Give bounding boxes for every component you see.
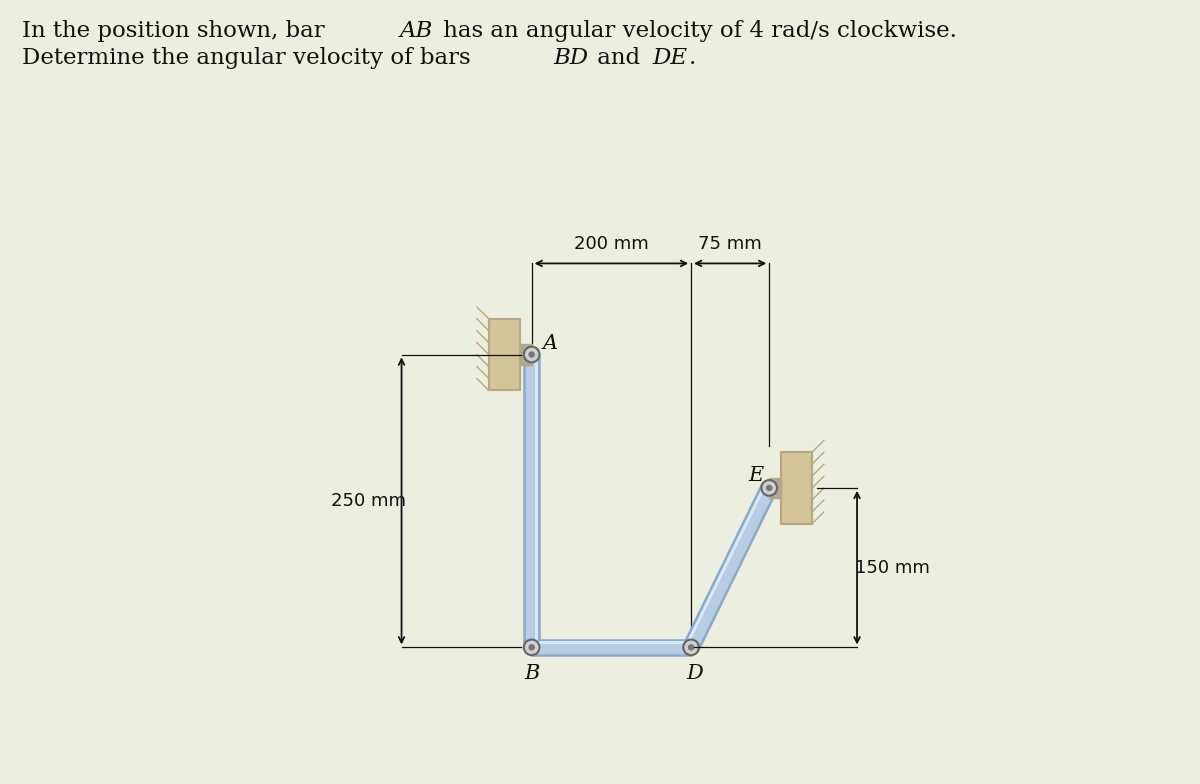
Text: B: B: [524, 663, 539, 683]
Circle shape: [528, 351, 535, 358]
Circle shape: [683, 640, 698, 655]
Bar: [520, 344, 532, 365]
Text: E: E: [749, 466, 763, 485]
Polygon shape: [684, 485, 776, 651]
Circle shape: [761, 480, 776, 495]
Text: DE: DE: [653, 47, 688, 69]
Polygon shape: [532, 640, 691, 655]
Text: A: A: [542, 334, 558, 354]
Text: BD: BD: [553, 47, 588, 69]
Text: 150 mm: 150 mm: [856, 559, 930, 577]
Text: 75 mm: 75 mm: [698, 235, 762, 253]
Polygon shape: [535, 354, 538, 648]
Polygon shape: [685, 485, 766, 646]
Text: D: D: [686, 663, 703, 683]
Text: Determine the angular velocity of bars: Determine the angular velocity of bars: [22, 47, 478, 69]
Text: 250 mm: 250 mm: [331, 492, 407, 510]
Text: 200 mm: 200 mm: [574, 235, 649, 253]
Polygon shape: [532, 641, 691, 644]
Text: AB: AB: [400, 20, 433, 42]
Text: In the position shown, bar: In the position shown, bar: [22, 20, 331, 42]
Polygon shape: [524, 354, 540, 648]
Bar: [488, 319, 520, 390]
Text: has an angular velocity of 4 rad/s clockwise.: has an angular velocity of 4 rad/s clock…: [436, 20, 956, 42]
Circle shape: [688, 644, 695, 651]
Circle shape: [524, 640, 540, 655]
Text: and: and: [590, 47, 648, 69]
Circle shape: [766, 485, 773, 492]
Bar: [769, 477, 781, 499]
Text: .: .: [689, 47, 696, 69]
Circle shape: [524, 347, 540, 362]
Circle shape: [528, 644, 535, 651]
Bar: [781, 452, 812, 524]
